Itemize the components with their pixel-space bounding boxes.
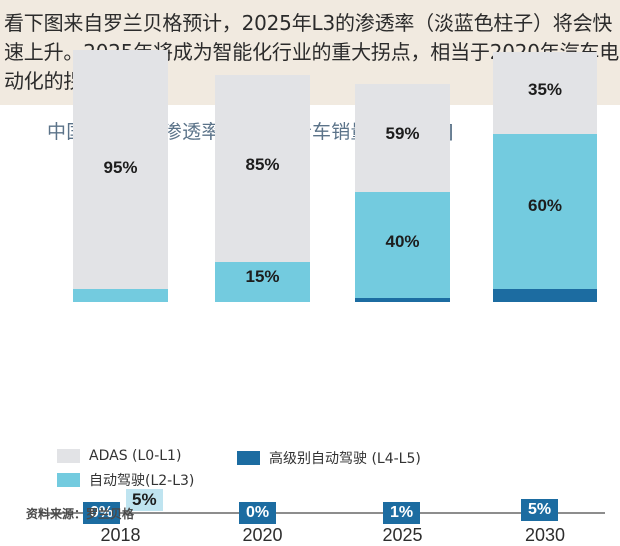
legend-item-hi[interactable]: 高级别自动驾驶 (L4-L5)	[237, 448, 421, 468]
x-tick-2025: 2025	[382, 525, 423, 545]
bar-label-adas-2020: 85%	[245, 155, 280, 174]
bar-group-2018: 95%	[73, 50, 168, 302]
bar-segment-auto-2030: 60%	[493, 134, 597, 289]
chart-legend: ADAS (L0-L1) 自动驾驶(L2-L3) 高级别自动驾驶 (L4-L5)	[0, 448, 620, 498]
legend-item-auto[interactable]: 自动驾驶(L2-L3)	[57, 470, 194, 490]
x-tick-2030: 2030	[524, 525, 566, 545]
bar-label-hi-2018: 0%	[83, 502, 121, 524]
bar-group-2030: 35% 60%	[493, 52, 597, 302]
bar-label-auto-2030: 60%	[527, 196, 563, 215]
bar-label-auto-2025: 40%	[385, 232, 420, 251]
bar-label-adas-2025: 59%	[385, 124, 420, 143]
bar-label-auto-2018: 5%	[126, 489, 163, 511]
legend-label-hi: 高级别自动驾驶 (L4-L5)	[269, 451, 421, 467]
chart-plot-area: 95% 85% 15% 59% 40% 35%	[0, 50, 620, 415]
legend-swatch-hi	[237, 451, 260, 465]
legend-label-adas: ADAS (L0-L1)	[89, 448, 182, 464]
chart-source-note: 资料来源：罗兰贝格	[26, 507, 135, 521]
x-axis-line	[42, 512, 605, 514]
bar-segment-hi-2030	[493, 289, 597, 302]
bar-label-hi-2030: 5%	[521, 499, 559, 521]
bar-segment-adas-2030: 35%	[493, 52, 597, 134]
x-tick-2020: 2020	[242, 525, 283, 545]
legend-label-auto: 自动驾驶(L2-L3)	[89, 473, 195, 489]
bar-segment-adas-2020: 85%	[215, 75, 310, 262]
bar-label-adas-2030: 35%	[527, 80, 563, 99]
bar-segment-auto-2025: 40%	[355, 192, 450, 298]
bar-segment-auto-2018	[73, 289, 168, 302]
chart-container: 中国自动驾驶渗透率 [乘用车新车销量占比，%] 95% 85% 15% 59% …	[0, 50, 620, 545]
legend-item-adas[interactable]: ADAS (L0-L1)	[57, 448, 181, 464]
bar-segment-adas-2025: 59%	[355, 84, 450, 192]
x-tick-2018: 2018	[100, 525, 141, 545]
bar-segment-auto-2020: 15%	[215, 262, 310, 302]
bar-label-hi-2025: 1%	[383, 502, 421, 524]
bar-segment-adas-2018: 95%	[73, 50, 168, 289]
bar-segment-hi-2025	[355, 298, 450, 302]
bar-label-adas-2018: 95%	[103, 158, 138, 177]
bar-group-2020: 85% 15%	[215, 75, 310, 302]
legend-swatch-auto	[57, 473, 80, 487]
bar-label-auto-2020: 15%	[245, 267, 280, 286]
legend-swatch-adas	[57, 449, 80, 463]
bar-group-2025: 59% 40%	[355, 84, 450, 302]
bar-label-hi-2020: 0%	[239, 502, 277, 524]
